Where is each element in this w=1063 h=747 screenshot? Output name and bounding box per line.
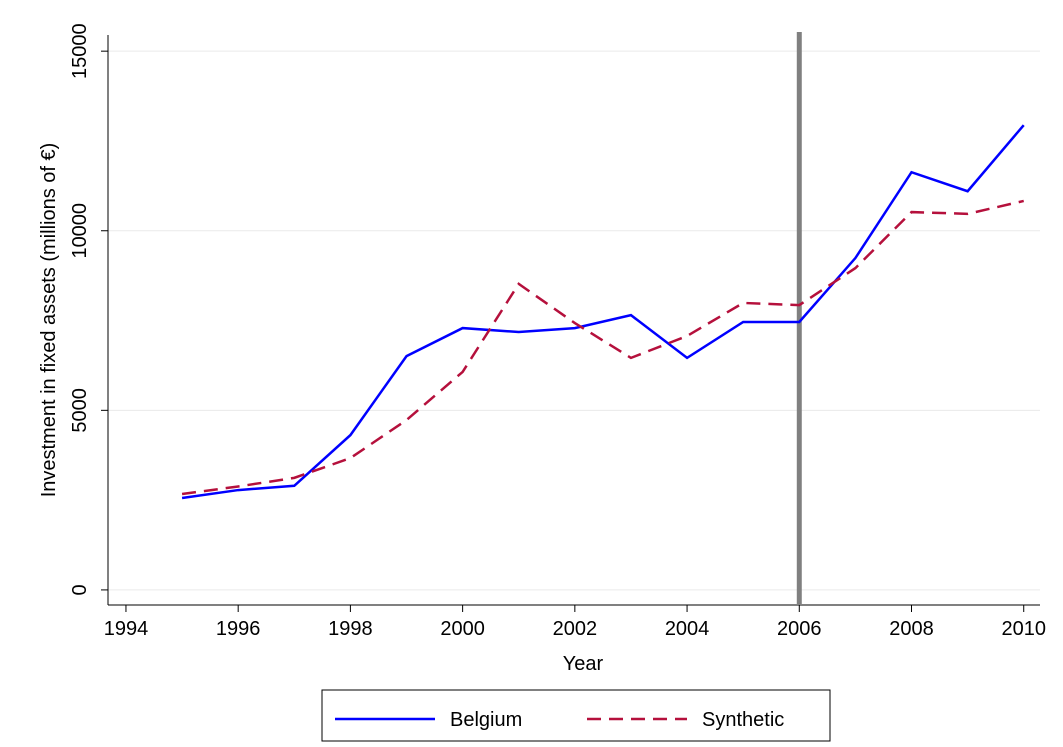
line-series [181,124,1025,500]
x-tick-label: 2000 [440,618,485,640]
y-tick-label: 5000 [69,388,91,433]
x-tick-label: 2004 [665,618,710,640]
x-tick-label: 2008 [889,618,934,640]
legend-label: Synthetic [702,709,784,731]
legend-label: Belgium [450,709,522,731]
y-axis-label: Investment in fixed assets (millions of … [38,143,60,498]
x-tick-label: 2010 [1001,618,1046,640]
x-tick-label: 2002 [553,618,598,640]
y-tick-label: 15000 [69,23,91,79]
y-tick-label: 10000 [69,203,91,259]
legend-box [321,689,831,742]
y-tick-label: 0 [69,584,91,595]
x-tick-label: 1994 [104,618,149,640]
x-tick-label: 1998 [328,618,373,640]
x-tick-label: 1996 [216,618,261,640]
x-axis-label: Year [563,653,604,675]
line-series [181,199,1025,496]
x-tick-label: 2006 [777,618,822,640]
